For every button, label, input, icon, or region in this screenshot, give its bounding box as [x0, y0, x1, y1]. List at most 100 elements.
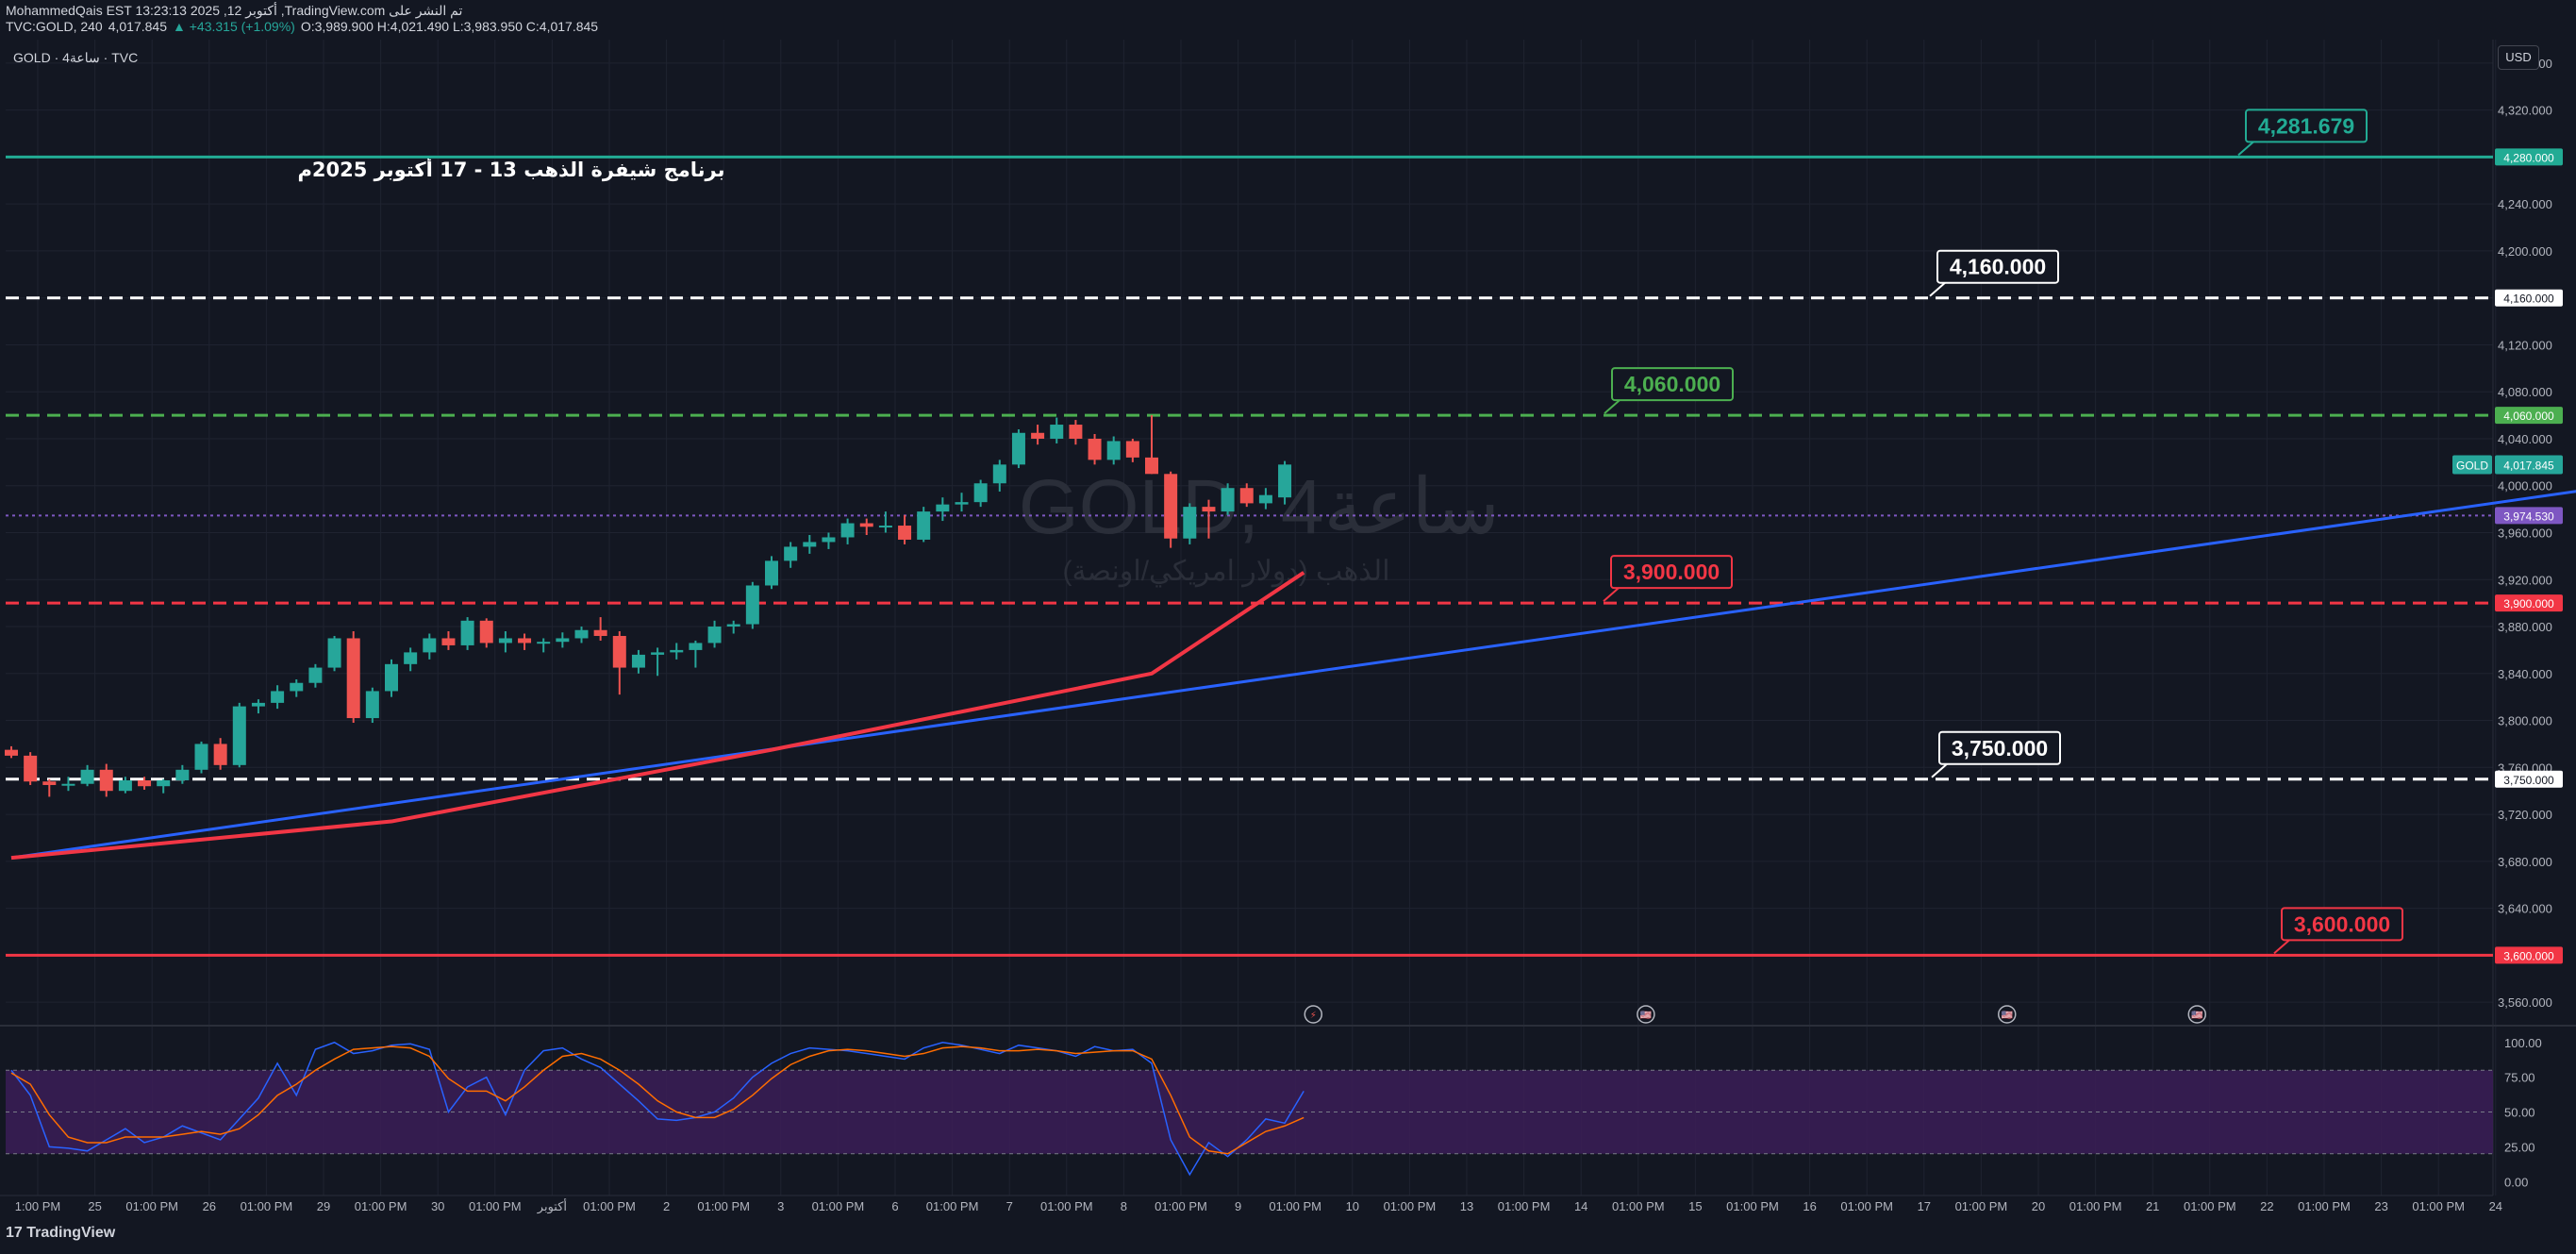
callout-pointer-tp3: [2237, 141, 2254, 157]
time-tick-label: 22: [2260, 1199, 2273, 1213]
axis-level-label-pivot: 3,974.530: [2503, 510, 2554, 523]
price-tick-label: 4,040.000: [2498, 432, 2552, 446]
callout-box-tp1: [1611, 367, 1734, 402]
candle-body: [24, 755, 38, 782]
candle-body: [593, 629, 607, 636]
price-tick-label: 3,800.000: [2498, 714, 2552, 728]
axis-level-label-sup1: 3,750.000: [2503, 774, 2554, 787]
rsi-pane: 100.00 75.00 50.00 25.00 0.00: [6, 1036, 2542, 1189]
event-icon-symbol: 🇺🇸: [1640, 1010, 1653, 1021]
logo-text: TradingView: [26, 1225, 116, 1241]
price-tick-label: 3,640.000: [2498, 902, 2552, 916]
price-axis: 4,360.0004,320.0004,280.0004,240.0004,20…: [2452, 57, 2563, 1010]
callout-box-sl1: [1610, 555, 1733, 590]
ohlc-text: O:3,989.900 H:4,021.490 L:3,983.950 C:4,…: [300, 19, 599, 34]
event-icon-symbol: ⚡: [1310, 1011, 1317, 1021]
time-tick-label: 13: [1460, 1199, 1473, 1213]
time-tick-label: 01:00 PM: [469, 1199, 522, 1213]
time-tick-label: 01:00 PM: [1726, 1199, 1779, 1213]
time-tick-label: 1:00 PM: [15, 1199, 60, 1213]
candle-body: [1069, 425, 1083, 439]
candle-body: [1239, 488, 1254, 504]
candle-body: [1031, 432, 1045, 439]
candle-body: [1202, 507, 1216, 512]
candle-body: [1164, 474, 1178, 539]
price-tick-label: 3,880.000: [2498, 620, 2552, 634]
candle-body: [1050, 425, 1064, 439]
event-icon-symbol: 🇺🇸: [2002, 1010, 2014, 1021]
time-tick-label: 17: [1918, 1199, 1931, 1213]
candle-body: [232, 706, 246, 765]
candle-body: [556, 638, 570, 643]
time-tick-label: 01:00 PM: [1840, 1199, 1893, 1213]
legend-text: GOLD · 4ساعة · TVC: [13, 50, 138, 65]
currency-button[interactable]: USD: [2498, 45, 2539, 70]
price-tick-label: 4,000.000: [2498, 479, 2552, 493]
last-price-symbol: GOLD: [2456, 460, 2488, 473]
callout-box-sup2: [2281, 907, 2403, 942]
time-tick-label: 15: [1688, 1199, 1702, 1213]
time-tick-label: 01:00 PM: [1498, 1199, 1551, 1213]
callout-pointer-sup1: [1931, 762, 1948, 778]
time-tick-label: 01:00 PM: [2069, 1199, 2122, 1213]
symbol-ohlc: TVC:GOLD, 240 4,017.845 ▲ +43.315 (+1.09%)…: [6, 19, 604, 34]
time-tick-label: 26: [203, 1199, 216, 1213]
trend-line: [10, 490, 2576, 860]
tradingview-logo: 17 TradingView: [6, 1225, 115, 1242]
time-tick-label: 01:00 PM: [241, 1199, 293, 1213]
time-tick-label: 24: [2489, 1199, 2502, 1213]
callout-pointer-sup2: [2273, 939, 2290, 955]
candle-body: [631, 654, 645, 668]
rsi-tick-label: 25.00: [2504, 1140, 2535, 1154]
moving-average-line: [10, 571, 1305, 861]
axis-level-tag-sl1: [2495, 594, 2563, 612]
time-tick-label: 01:00 PM: [2184, 1199, 2236, 1213]
candle-body: [689, 643, 703, 650]
candle-body: [878, 526, 892, 528]
time-tick-label: 10: [1346, 1199, 1359, 1213]
time-tick-label: أكتوبر: [537, 1198, 567, 1214]
candle-body: [803, 542, 817, 547]
time-tick-label: 01:00 PM: [697, 1199, 750, 1213]
candle-body: [1183, 507, 1197, 539]
time-tick-label: 2: [663, 1199, 670, 1213]
price-tick-label: 3,720.000: [2498, 808, 2552, 822]
chart-title: برنامج شيفرة الذهب 13 - 17 أكتوبر 2025م: [298, 156, 725, 181]
axis-level-tag-sup2: [2495, 946, 2563, 964]
time-tick-label: 21: [2146, 1199, 2159, 1213]
candle-body: [917, 511, 931, 540]
callout-pointer-sl1: [1603, 587, 1620, 602]
candle-body: [784, 546, 798, 561]
time-tick-label: 30: [431, 1199, 444, 1213]
callout-box-tp3: [2245, 109, 2368, 143]
callout-label-sl1: 3,900.000: [1623, 560, 1720, 584]
candle-body: [118, 779, 132, 792]
candle-body: [42, 781, 57, 785]
candle-body: [574, 629, 589, 639]
rsi-tick-label: 75.00: [2504, 1071, 2535, 1085]
price-tick-label: 4,240.000: [2498, 197, 2552, 211]
time-tick-label: 01:00 PM: [125, 1199, 178, 1213]
event-icon: [1304, 1005, 1323, 1024]
candle-body: [498, 638, 512, 644]
callout-label-sup2: 3,600.000: [2294, 911, 2390, 936]
candle-body: [385, 663, 398, 692]
candle-body: [1011, 432, 1025, 465]
last-price-text: 4,017.845: [108, 19, 167, 34]
callout-box-tp2: [1936, 249, 2059, 284]
candle-body: [1221, 488, 1235, 512]
time-tick-label: 01:00 PM: [1384, 1199, 1437, 1213]
last-price-label: 4,017.845: [2503, 460, 2554, 473]
candle-body: [707, 627, 722, 644]
time-tick-label: 7: [1006, 1199, 1013, 1213]
time-tick-label: 25: [88, 1199, 101, 1213]
candle-body: [365, 691, 379, 719]
axis-level-tag-pivot: [2495, 507, 2563, 525]
candle-body: [955, 502, 969, 505]
candle-body: [936, 504, 950, 512]
candle-body: [651, 652, 665, 655]
candle-body: [612, 635, 626, 668]
callout-box-sup1: [1938, 730, 2061, 765]
stoch-d-line: [10, 1045, 1305, 1155]
